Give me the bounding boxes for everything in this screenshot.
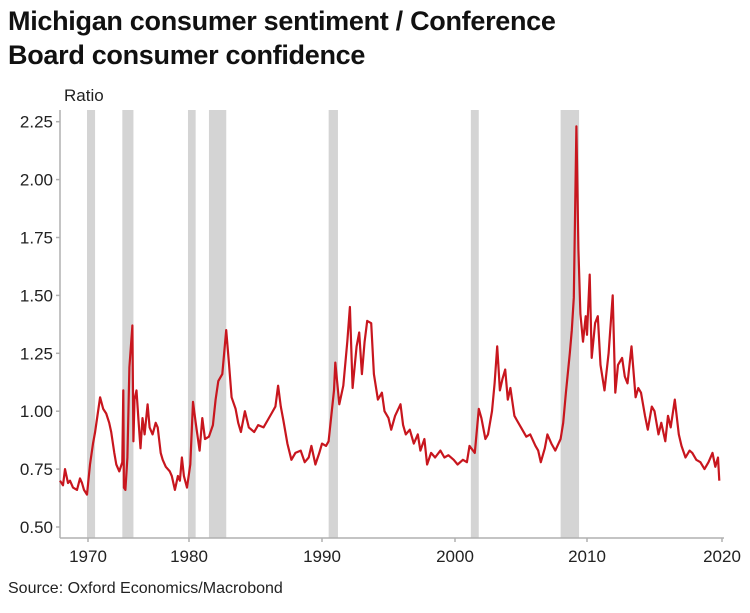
recession-band <box>328 110 338 538</box>
x-tick-label: 2020 <box>703 547 741 566</box>
y-tick-label: 1.75 <box>20 229 53 248</box>
x-tick-label: 1990 <box>303 547 341 566</box>
x-tick-label: 2010 <box>568 547 606 566</box>
y-axis-label: Ratio <box>64 86 104 105</box>
recession-band <box>122 110 134 538</box>
y-tick-label: 0.50 <box>20 518 53 537</box>
y-tick-label: 1.50 <box>20 286 53 305</box>
x-tick-label: 2000 <box>436 547 474 566</box>
chart-title: Michigan consumer sentiment / Conference… <box>8 4 556 72</box>
y-tick-label: 1.25 <box>20 344 53 363</box>
source-note: Source: Oxford Economics/Macrobond <box>8 580 283 597</box>
y-tick-label: 2.00 <box>20 171 53 190</box>
recession-band <box>187 110 196 538</box>
y-tick-label: 0.75 <box>20 460 53 479</box>
y-tick-label: 2.25 <box>20 113 53 132</box>
data-line-ratio <box>59 125 721 496</box>
x-tick-label: 1970 <box>69 547 107 566</box>
chart-title-line-2: Board consumer confidence <box>8 40 366 70</box>
x-tick-label: 1980 <box>170 547 208 566</box>
y-tick-label: 1.00 <box>20 402 53 421</box>
chart-title-line-1: Michigan consumer sentiment / Conference <box>8 6 556 36</box>
recession-band <box>470 110 479 538</box>
recession-band <box>208 110 227 538</box>
recession-band <box>87 110 96 538</box>
